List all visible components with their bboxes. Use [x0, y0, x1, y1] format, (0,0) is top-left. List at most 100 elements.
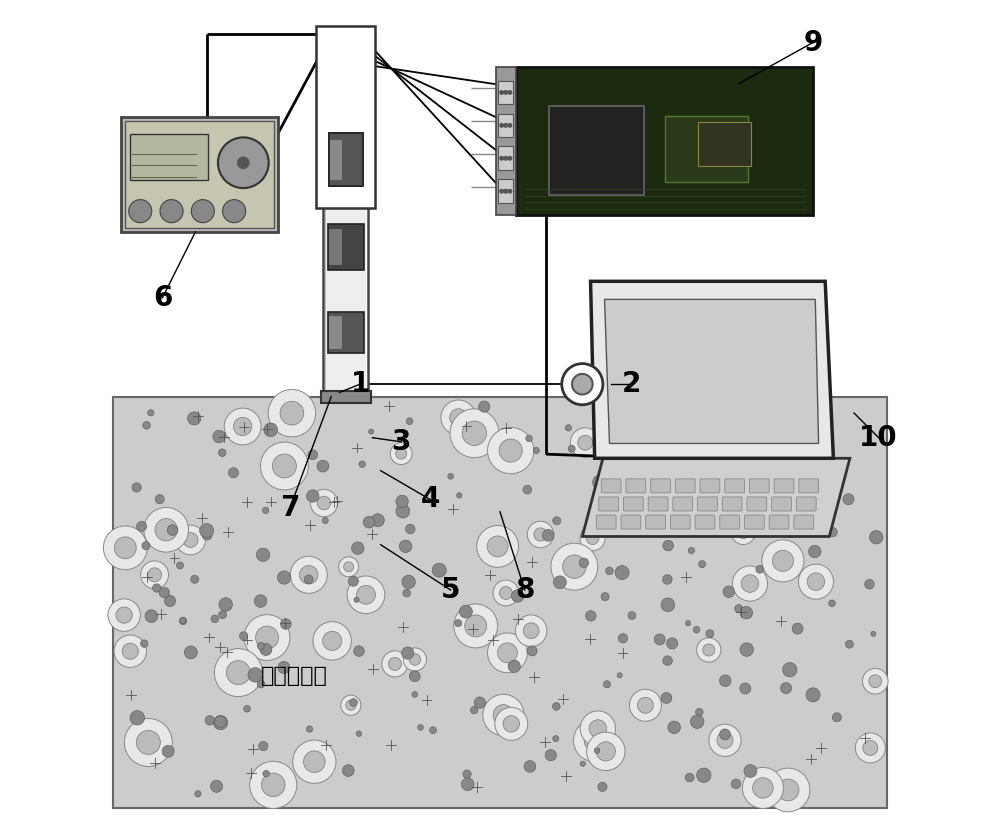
Text: 6: 6 [153, 284, 172, 311]
Circle shape [523, 623, 539, 638]
Circle shape [218, 449, 226, 457]
Circle shape [341, 695, 361, 715]
FancyBboxPatch shape [747, 497, 767, 511]
Circle shape [741, 575, 759, 592]
Circle shape [720, 675, 731, 686]
Circle shape [596, 742, 615, 761]
Circle shape [685, 773, 694, 782]
Circle shape [793, 511, 808, 525]
Circle shape [477, 525, 519, 567]
Circle shape [593, 475, 607, 490]
Circle shape [256, 548, 270, 562]
Circle shape [141, 561, 169, 589]
Circle shape [454, 604, 498, 648]
Bar [496, 67, 516, 216]
Circle shape [578, 435, 593, 450]
Circle shape [545, 749, 556, 761]
Circle shape [740, 606, 753, 619]
Circle shape [508, 660, 520, 672]
Circle shape [523, 485, 532, 494]
Circle shape [214, 716, 226, 728]
Circle shape [855, 733, 885, 763]
Circle shape [772, 550, 793, 572]
Circle shape [347, 576, 385, 614]
Text: 8: 8 [515, 576, 534, 604]
Circle shape [551, 544, 598, 590]
Circle shape [260, 442, 308, 490]
Circle shape [233, 417, 252, 435]
Circle shape [462, 421, 487, 445]
Circle shape [618, 634, 628, 643]
Circle shape [526, 435, 532, 442]
Circle shape [507, 123, 512, 128]
Circle shape [461, 778, 474, 790]
Circle shape [524, 761, 536, 772]
Circle shape [843, 494, 854, 505]
Circle shape [629, 690, 661, 721]
FancyBboxPatch shape [648, 497, 668, 511]
Bar [498, 81, 513, 104]
FancyBboxPatch shape [670, 515, 690, 529]
Circle shape [771, 444, 792, 466]
Circle shape [809, 545, 821, 558]
Circle shape [553, 736, 559, 742]
Circle shape [354, 597, 359, 602]
Circle shape [402, 575, 415, 589]
Circle shape [723, 586, 734, 597]
Bar [325, 35, 366, 396]
Circle shape [116, 607, 132, 624]
Circle shape [801, 497, 814, 510]
Circle shape [180, 617, 186, 624]
Circle shape [226, 661, 250, 685]
Circle shape [829, 600, 835, 607]
Circle shape [144, 507, 189, 552]
Circle shape [628, 611, 636, 620]
FancyBboxPatch shape [796, 497, 816, 511]
Bar [323, 35, 368, 396]
Text: 10: 10 [859, 424, 898, 452]
Circle shape [769, 496, 781, 506]
Circle shape [663, 575, 672, 584]
Text: 2: 2 [622, 370, 641, 398]
Circle shape [570, 428, 600, 458]
Circle shape [237, 156, 250, 169]
Circle shape [845, 640, 853, 648]
Circle shape [616, 510, 622, 515]
Circle shape [828, 528, 837, 537]
Circle shape [350, 699, 357, 706]
Circle shape [562, 363, 603, 405]
Bar [329, 133, 363, 187]
Circle shape [663, 656, 672, 666]
Circle shape [568, 445, 575, 452]
Circle shape [699, 561, 706, 567]
Circle shape [219, 598, 232, 611]
Circle shape [263, 771, 269, 777]
Circle shape [371, 514, 384, 527]
Circle shape [776, 449, 787, 460]
Circle shape [617, 672, 622, 678]
FancyBboxPatch shape [744, 515, 764, 529]
Circle shape [257, 643, 264, 649]
Circle shape [587, 732, 625, 771]
Circle shape [457, 493, 462, 498]
Circle shape [742, 767, 783, 809]
Circle shape [495, 707, 528, 740]
Circle shape [264, 423, 278, 437]
Circle shape [717, 733, 733, 748]
FancyBboxPatch shape [651, 479, 670, 493]
Circle shape [777, 779, 799, 801]
Circle shape [499, 123, 504, 128]
Circle shape [579, 558, 589, 567]
Circle shape [693, 626, 700, 633]
Circle shape [261, 773, 285, 796]
FancyBboxPatch shape [621, 515, 641, 529]
Circle shape [697, 457, 703, 463]
Circle shape [612, 468, 617, 472]
Circle shape [195, 790, 201, 797]
Circle shape [122, 643, 138, 659]
Circle shape [304, 575, 313, 584]
Circle shape [155, 495, 164, 504]
FancyBboxPatch shape [623, 497, 643, 511]
Circle shape [470, 706, 478, 714]
Circle shape [654, 634, 665, 645]
